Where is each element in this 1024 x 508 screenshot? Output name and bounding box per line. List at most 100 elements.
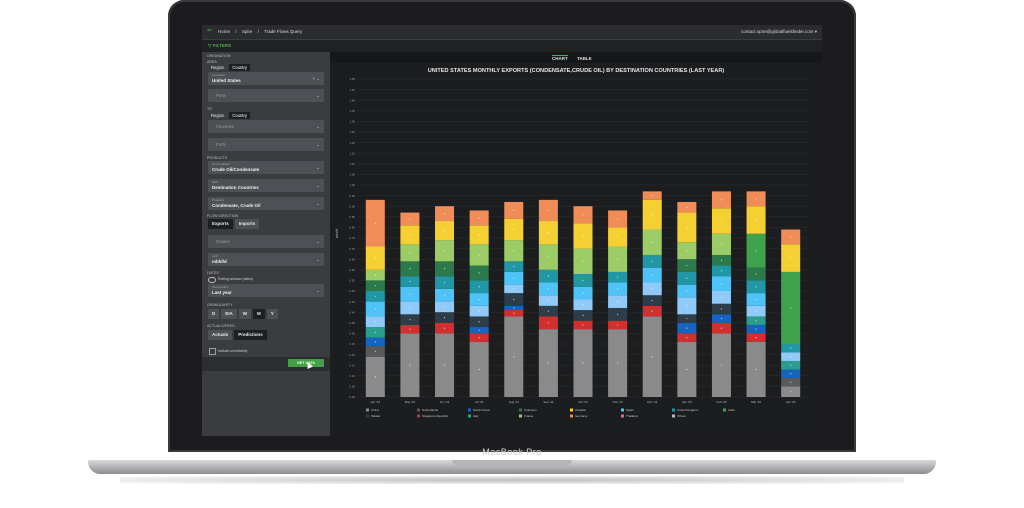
legend-swatch[interactable]: [417, 414, 420, 418]
segment-marker: [790, 373, 792, 375]
legend-swatch[interactable]: [366, 414, 369, 418]
segment-marker: [443, 364, 446, 366]
legend-swatch[interactable]: [672, 414, 675, 418]
segment-marker: [513, 250, 515, 252]
segment-marker: [478, 234, 480, 236]
segment-marker: [755, 198, 757, 200]
field-placeholder: Ports: [216, 93, 226, 98]
segment-marker: [513, 266, 515, 268]
origin-region-option[interactable]: Region: [211, 65, 225, 70]
legend-label[interactable]: Germany: [575, 414, 588, 418]
breadcrumb-sep: /: [235, 29, 237, 34]
dest-region-option[interactable]: Region: [211, 113, 225, 118]
y-tick-label: 0.95: [350, 194, 356, 198]
origin-country-select[interactable]: Countries United States × ⌄: [208, 72, 324, 85]
breadcrumb-home[interactable]: Home: [218, 29, 231, 34]
granularity-w[interactable]: W: [238, 309, 252, 319]
rolling-toggle-icon[interactable]: [208, 277, 216, 283]
granularity-m[interactable]: M: [253, 309, 265, 319]
back-arrow-icon[interactable]: ⇐: [207, 28, 213, 34]
segment-marker: [513, 288, 515, 290]
field-value: Last year: [212, 290, 232, 295]
tab-chart[interactable]: CHART: [552, 55, 568, 61]
legend-swatch[interactable]: [417, 408, 420, 412]
granularity-eia[interactable]: EIA: [221, 309, 237, 319]
x-tick-label: Jun '24: [440, 400, 450, 404]
segment-marker: [686, 264, 688, 267]
legend-swatch[interactable]: [519, 408, 522, 412]
predictions-button[interactable]: Predictions: [234, 330, 267, 340]
segment-marker: [443, 213, 446, 215]
origin-ports-select[interactable]: Ports ⌄: [208, 89, 324, 102]
time-period-select[interactable]: Time period Last year ⌄: [208, 284, 324, 297]
segment-marker: [478, 337, 480, 339]
dest-region-toggle[interactable]: Region Country: [208, 112, 252, 119]
legend-label[interactable]: India: [728, 408, 735, 412]
legend-label[interactable]: Thailand: [626, 414, 638, 418]
dest-ports-select[interactable]: Ports ⌄: [208, 138, 324, 151]
section-granularity: GRANULARITY: [207, 303, 233, 307]
y-tick-label: 1.30: [350, 120, 356, 124]
legend-swatch[interactable]: [621, 408, 624, 412]
legend-label[interactable]: Spain: [626, 408, 634, 412]
commodity-select[interactable]: Commodities Crude Oil/Condensate ⌄: [208, 161, 324, 174]
segment-marker: [409, 319, 411, 321]
field-label: Products: [212, 198, 224, 202]
dest-country-option[interactable]: Country: [229, 112, 250, 119]
tab-table[interactable]: TABLE: [577, 56, 592, 61]
legend-label[interactable]: Netherlands: [422, 408, 439, 412]
legend-swatch[interactable]: [621, 414, 624, 418]
breadcrumb-spire[interactable]: Spire: [241, 29, 253, 34]
legend-label[interactable]: China: [371, 408, 379, 412]
exports-button[interactable]: Exports: [208, 219, 233, 229]
user-menu[interactable]: contact.spire@globalfuelsfinder.com ▾: [741, 29, 817, 34]
legend-label[interactable]: Others: [677, 414, 687, 418]
filters-toggle-button[interactable]: ▽ FILTERS: [208, 43, 232, 48]
legend-label[interactable]: South Korea: [473, 408, 490, 412]
legend-label[interactable]: United Kingdom: [677, 408, 699, 412]
segment-marker: [617, 313, 619, 315]
legend-label[interactable]: Taiwan: [371, 414, 381, 418]
segment-marker: [409, 280, 411, 283]
dest-countries-select[interactable]: Countries ⌄: [208, 120, 324, 133]
y-tick-label: 0.65: [350, 257, 356, 261]
segment-marker: [686, 317, 688, 320]
segment-marker: [547, 362, 549, 364]
chevron-down-icon: ⌄: [316, 165, 320, 170]
segment-marker: [755, 250, 757, 252]
products-select[interactable]: Products Condensate, Crude Oil ⌄: [208, 197, 324, 210]
segment-marker: [790, 257, 792, 259]
segment-marker: [374, 257, 376, 259]
legend-label[interactable]: France: [524, 414, 534, 418]
clear-chevron-icon[interactable]: × ⌄: [312, 76, 320, 81]
legend-swatch[interactable]: [366, 408, 369, 412]
actuals-button[interactable]: Actuals: [208, 330, 233, 340]
split-select[interactable]: Split Destination Countries ⌄: [208, 179, 324, 192]
granularity-d[interactable]: D: [208, 309, 220, 319]
legend-swatch[interactable]: [570, 414, 573, 418]
get-data-button[interactable]: GET DATA: [288, 359, 324, 367]
legend-label[interactable]: Canada: [575, 408, 586, 412]
granularity-y[interactable]: Y: [266, 309, 278, 319]
segment-marker: [582, 324, 584, 326]
legend-label[interactable]: Singapore Republic: [422, 414, 449, 418]
legend-label[interactable]: Unknown: [524, 408, 537, 412]
unit-select[interactable]: Unit mbbl/d ⌄: [208, 253, 324, 266]
origin-region-toggle[interactable]: Region Country: [208, 64, 252, 71]
legend-swatch[interactable]: [468, 408, 471, 412]
imports-button[interactable]: Imports: [234, 219, 260, 229]
segment-marker: [478, 272, 480, 274]
legend-swatch[interactable]: [723, 408, 726, 412]
y-tick-label: 1.15: [350, 151, 356, 155]
legend-swatch[interactable]: [570, 408, 573, 412]
uncertainty-checkbox[interactable]: [209, 348, 216, 355]
section-origination: ORIGINATION: [207, 54, 231, 58]
legend-swatch[interactable]: [672, 408, 675, 412]
legend-label[interactable]: Italy: [473, 414, 479, 418]
y-tick-label: 1.20: [350, 141, 356, 145]
rolling-label: Rolling window (dates): [218, 277, 254, 281]
legend-swatch[interactable]: [468, 414, 471, 418]
legend-swatch[interactable]: [519, 414, 522, 418]
grades-select[interactable]: Grades ⌄: [208, 235, 324, 248]
origin-country-option[interactable]: Country: [229, 64, 250, 71]
